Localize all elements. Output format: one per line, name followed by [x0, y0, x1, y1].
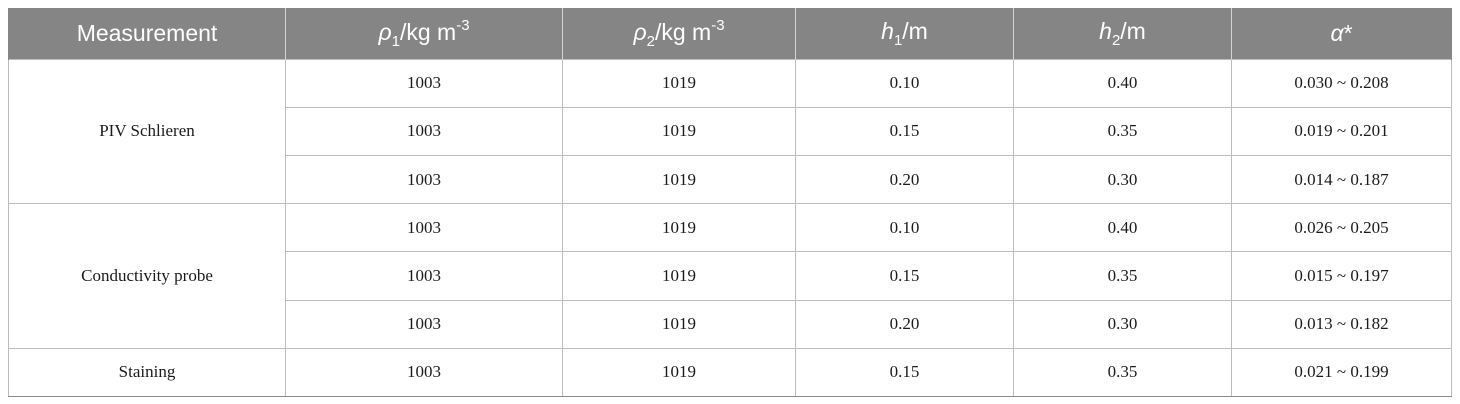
rho2-subscript: 2: [646, 32, 655, 50]
cell-rho2: 1019: [562, 106, 796, 156]
rho1-unit: /kg m: [399, 18, 457, 45]
cell-h2: 0.40: [1013, 58, 1232, 108]
cell-h2: 0.30: [1013, 299, 1232, 349]
cell-h1: 0.15: [795, 251, 1014, 301]
h2-subscript: 2: [1111, 31, 1121, 49]
cell-h2: 0.35: [1013, 347, 1232, 398]
cell-rho2: 1019: [562, 154, 796, 205]
h2-unit: /m: [1120, 17, 1146, 44]
col-header-measurement: Measurement: [8, 8, 286, 59]
group-label-piv-schlieren: PIV Schlieren: [8, 58, 286, 205]
col-header-h2: h2/m: [1013, 8, 1232, 59]
alpha-suffix: *: [1343, 19, 1353, 46]
cell-rho2: 1019: [562, 58, 796, 108]
cell-alpha: 0.030 ~ 0.208: [1231, 58, 1452, 108]
table-row: 1003 1019 0.20 0.30 0.013 ~ 0.182: [9, 299, 1452, 349]
col-header-alpha: α*: [1231, 8, 1452, 59]
col-header-h1: h1/m: [795, 8, 1014, 59]
group-label-staining: Staining: [8, 347, 286, 398]
cell-alpha: 0.015 ~ 0.197: [1231, 251, 1452, 301]
cell-rho1: 1003: [285, 106, 563, 156]
rho2-symbol: ρ: [633, 18, 647, 45]
cell-alpha: 0.019 ~ 0.201: [1231, 106, 1452, 156]
cell-h2: 0.35: [1013, 106, 1232, 156]
h1-symbol: h: [881, 17, 894, 44]
header-row: Measurement ρ1/kg m-3 ρ2/kg m-3 h1/m h2/…: [8, 8, 1452, 59]
col-header-rho1: ρ1/kg m-3: [285, 8, 563, 59]
cell-rho2: 1019: [562, 251, 796, 301]
cell-alpha: 0.014 ~ 0.187: [1231, 154, 1452, 205]
rho1-symbol: ρ: [378, 18, 392, 45]
cell-rho1: 1003: [285, 251, 563, 301]
cell-h2: 0.40: [1013, 203, 1232, 253]
h1-subscript: 1: [893, 31, 903, 49]
cell-rho2: 1019: [562, 299, 796, 349]
cell-rho1: 1003: [285, 154, 563, 205]
table-row: Staining 1003 1019 0.15 0.35 0.021 ~ 0.1…: [8, 347, 1452, 398]
table-row: Conductivity probe 1003 1019 0.10 0.40 0…: [8, 203, 1452, 349]
cell-rho1: 1003: [285, 58, 563, 108]
cell-h1: 0.10: [795, 203, 1014, 253]
cell-rho1: 1003: [285, 347, 563, 398]
data-table-container: Measurement ρ1/kg m-3 ρ2/kg m-3 h1/m h2/…: [8, 8, 1452, 398]
rho1-exponent: -3: [456, 16, 470, 34]
cell-rho1: 1003: [285, 299, 563, 349]
measurement-table: Measurement ρ1/kg m-3 ρ2/kg m-3 h1/m h2/…: [8, 8, 1452, 398]
cell-rho2: 1019: [562, 203, 796, 253]
cell-h2: 0.30: [1013, 154, 1232, 205]
cell-alpha: 0.026 ~ 0.205: [1231, 203, 1452, 253]
cell-alpha: 0.021 ~ 0.199: [1231, 347, 1452, 398]
cell-h1: 0.20: [795, 299, 1014, 349]
cell-h1: 0.15: [795, 347, 1014, 398]
col-header-rho2: ρ2/kg m-3: [562, 8, 796, 59]
cell-h2: 0.35: [1013, 251, 1232, 301]
alpha-symbol: α: [1330, 19, 1344, 46]
table-row: 1003 1019 0.20 0.30 0.014 ~ 0.187: [9, 154, 1452, 205]
cell-alpha: 0.013 ~ 0.182: [1231, 299, 1452, 349]
cell-h1: 0.15: [795, 106, 1014, 156]
cell-rho1: 1003: [285, 203, 563, 253]
rho2-unit: /kg m: [654, 18, 712, 45]
table-row: 1003 1019 0.15 0.35 0.019 ~ 0.201: [9, 106, 1452, 156]
cell-h1: 0.20: [795, 154, 1014, 205]
table-row: 1003 1019 0.15 0.35 0.015 ~ 0.197: [9, 251, 1452, 301]
group-label-conductivity-probe: Conductivity probe: [8, 203, 286, 349]
rho2-exponent: -3: [711, 16, 725, 34]
rho1-subscript: 1: [391, 32, 400, 50]
cell-h1: 0.10: [795, 58, 1014, 108]
h2-symbol: h: [1099, 17, 1112, 44]
h1-unit: /m: [902, 17, 928, 44]
cell-rho2: 1019: [562, 347, 796, 398]
table-row: PIV Schlieren 1003 1019 0.10 0.40 0.030 …: [8, 58, 1452, 205]
